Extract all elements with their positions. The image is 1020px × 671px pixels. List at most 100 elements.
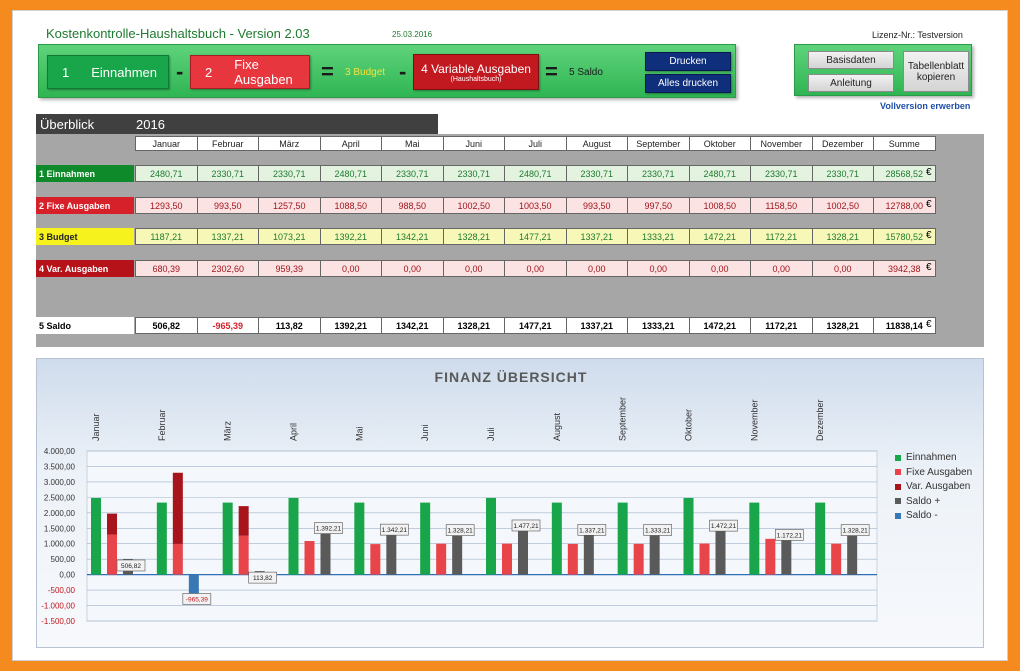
- table-cell[interactable]: 113,82: [258, 317, 321, 334]
- x-category-label: Oktober: [684, 409, 694, 441]
- x-category-label: August: [552, 412, 562, 441]
- table-cell[interactable]: 0,00: [750, 260, 813, 277]
- table-cell[interactable]: 2480,71: [688, 165, 751, 182]
- table-cell[interactable]: 1003,50: [504, 197, 567, 214]
- table-cell[interactable]: 1337,21: [565, 228, 628, 245]
- table-cell[interactable]: 1008,50: [688, 197, 751, 214]
- table-cell[interactable]: 2480,71: [504, 165, 567, 182]
- table-cell[interactable]: 0,00: [811, 260, 874, 277]
- table-cell[interactable]: 2330,71: [750, 165, 813, 182]
- table-cell[interactable]: 1392,21: [319, 317, 382, 334]
- table-cell[interactable]: 1477,21: [504, 317, 567, 334]
- data-label: 1.337,21: [579, 527, 605, 534]
- table-cell[interactable]: 988,50: [381, 197, 444, 214]
- legend-label: Fixe Ausgaben: [906, 466, 973, 478]
- data-label-box: [182, 593, 212, 605]
- table-cell[interactable]: 1333,21: [627, 317, 690, 334]
- table-cell[interactable]: 993,50: [196, 197, 259, 214]
- table-cell[interactable]: 15780,52: [873, 228, 936, 245]
- currency-symbol: €: [926, 230, 932, 241]
- table-cell[interactable]: 2330,71: [258, 165, 321, 182]
- table-cell[interactable]: 1392,21: [319, 228, 382, 245]
- table-cell[interactable]: 1477,21: [504, 228, 567, 245]
- bar-fixe-ausgaben: [238, 535, 249, 575]
- bar-fixe-ausgaben: [370, 544, 381, 575]
- alles-drucken-button[interactable]: Alles drucken: [645, 74, 731, 93]
- y-tick-label: 2.500,00: [44, 493, 76, 502]
- table-cell[interactable]: 1158,50: [750, 197, 813, 214]
- table-cell[interactable]: 1337,21: [196, 228, 259, 245]
- bar-saldo-plus: [320, 531, 331, 575]
- table-cell[interactable]: 1257,50: [258, 197, 321, 214]
- x-category-label: September: [618, 397, 628, 441]
- vollversion-link[interactable]: Vollversion erwerben: [880, 101, 971, 111]
- legend-label: Saldo -: [906, 510, 938, 521]
- table-cell[interactable]: 997,50: [627, 197, 690, 214]
- app-title: Kostenkontrolle-Haushaltsbuch - Version …: [46, 26, 310, 41]
- table-cell[interactable]: 1337,21: [565, 317, 628, 334]
- table-cell[interactable]: 0,00: [319, 260, 382, 277]
- table-cell[interactable]: 1342,21: [381, 317, 444, 334]
- chart-svg: 4.000,00 3.500,00 3.000,00 2.500,00 2.000,00…: [41, 397, 878, 626]
- table-cell[interactable]: 2330,71: [565, 165, 628, 182]
- table-cell[interactable]: 1328,21: [442, 317, 505, 334]
- column-header: Mai: [381, 136, 444, 151]
- fixe-ausgaben-button[interactable]: 2 Fixe Ausgaben: [190, 55, 310, 89]
- table-cell[interactable]: 2330,71: [811, 165, 874, 182]
- drucken-button[interactable]: Drucken: [645, 52, 731, 71]
- table-cell[interactable]: 680,39: [135, 260, 198, 277]
- table-cell[interactable]: 959,39: [258, 260, 321, 277]
- table-cell[interactable]: 1172,21: [750, 317, 813, 334]
- table-cell[interactable]: 2330,71: [196, 165, 259, 182]
- basisdaten-button[interactable]: Basisdaten: [808, 51, 894, 69]
- table-cell[interactable]: 1293,50: [135, 197, 198, 214]
- side-panel: Basisdaten Anleitung Tabellenblatt kopie…: [794, 44, 972, 96]
- table-cell[interactable]: 28568,52: [873, 165, 936, 182]
- saldo-label: 5 Saldo: [569, 67, 603, 78]
- table-cell[interactable]: 1328,21: [442, 228, 505, 245]
- table-cell[interactable]: 1342,21: [381, 228, 444, 245]
- table-cell[interactable]: 0,00: [627, 260, 690, 277]
- overview-header: Überblick 2016: [36, 114, 438, 135]
- table-cell[interactable]: 1073,21: [258, 228, 321, 245]
- table-cell[interactable]: 1472,21: [688, 228, 751, 245]
- table-cell[interactable]: 2330,71: [627, 165, 690, 182]
- table-cell[interactable]: 0,00: [688, 260, 751, 277]
- table-cell[interactable]: 506,82: [135, 317, 198, 334]
- table-cell[interactable]: 0,00: [442, 260, 505, 277]
- bar-einnahmen: [551, 502, 562, 575]
- table-cell[interactable]: 12788,00: [873, 197, 936, 214]
- table-cell[interactable]: 1002,50: [442, 197, 505, 214]
- anleitung-button[interactable]: Anleitung: [808, 74, 894, 92]
- table-cell[interactable]: 1088,50: [319, 197, 382, 214]
- bar-einnahmen: [288, 497, 299, 575]
- table-cell[interactable]: 1002,50: [811, 197, 874, 214]
- table-cell[interactable]: 11838,14: [873, 317, 936, 334]
- bar-einnahmen: [222, 502, 233, 575]
- table-cell[interactable]: 1333,21: [627, 228, 690, 245]
- table-cell[interactable]: 2330,71: [442, 165, 505, 182]
- table-cell[interactable]: 1328,21: [811, 228, 874, 245]
- data-label-box: [840, 524, 870, 536]
- table-cell[interactable]: 0,00: [504, 260, 567, 277]
- table-cell[interactable]: 0,00: [381, 260, 444, 277]
- data-label-box: [511, 519, 541, 532]
- minus-operator: -: [176, 59, 184, 84]
- table-cell[interactable]: 0,00: [565, 260, 628, 277]
- table-cell[interactable]: 2330,71: [381, 165, 444, 182]
- y-tick-label: -500,00: [48, 586, 76, 595]
- table-cell[interactable]: 3942,38: [873, 260, 936, 277]
- einnahmen-button[interactable]: 1 Einnahmen: [47, 55, 169, 89]
- table-cell[interactable]: 993,50: [565, 197, 628, 214]
- table-cell[interactable]: 1328,21: [811, 317, 874, 334]
- table-cell[interactable]: 1172,21: [750, 228, 813, 245]
- table-cell[interactable]: -965,39: [196, 317, 259, 334]
- table-cell[interactable]: 1187,21: [135, 228, 198, 245]
- table-cell[interactable]: 1472,21: [688, 317, 751, 334]
- table-cell[interactable]: 2480,71: [319, 165, 382, 182]
- bar-einnahmen: [91, 497, 101, 575]
- table-cell[interactable]: 2480,71: [135, 165, 198, 182]
- tabellenblatt-kopieren-button[interactable]: Tabellenblatt kopieren: [903, 51, 969, 92]
- table-cell[interactable]: 2302,60: [196, 260, 259, 277]
- variable-ausgaben-button[interactable]: 4 Variable Ausgaben (Haushaltsbuch): [413, 54, 539, 90]
